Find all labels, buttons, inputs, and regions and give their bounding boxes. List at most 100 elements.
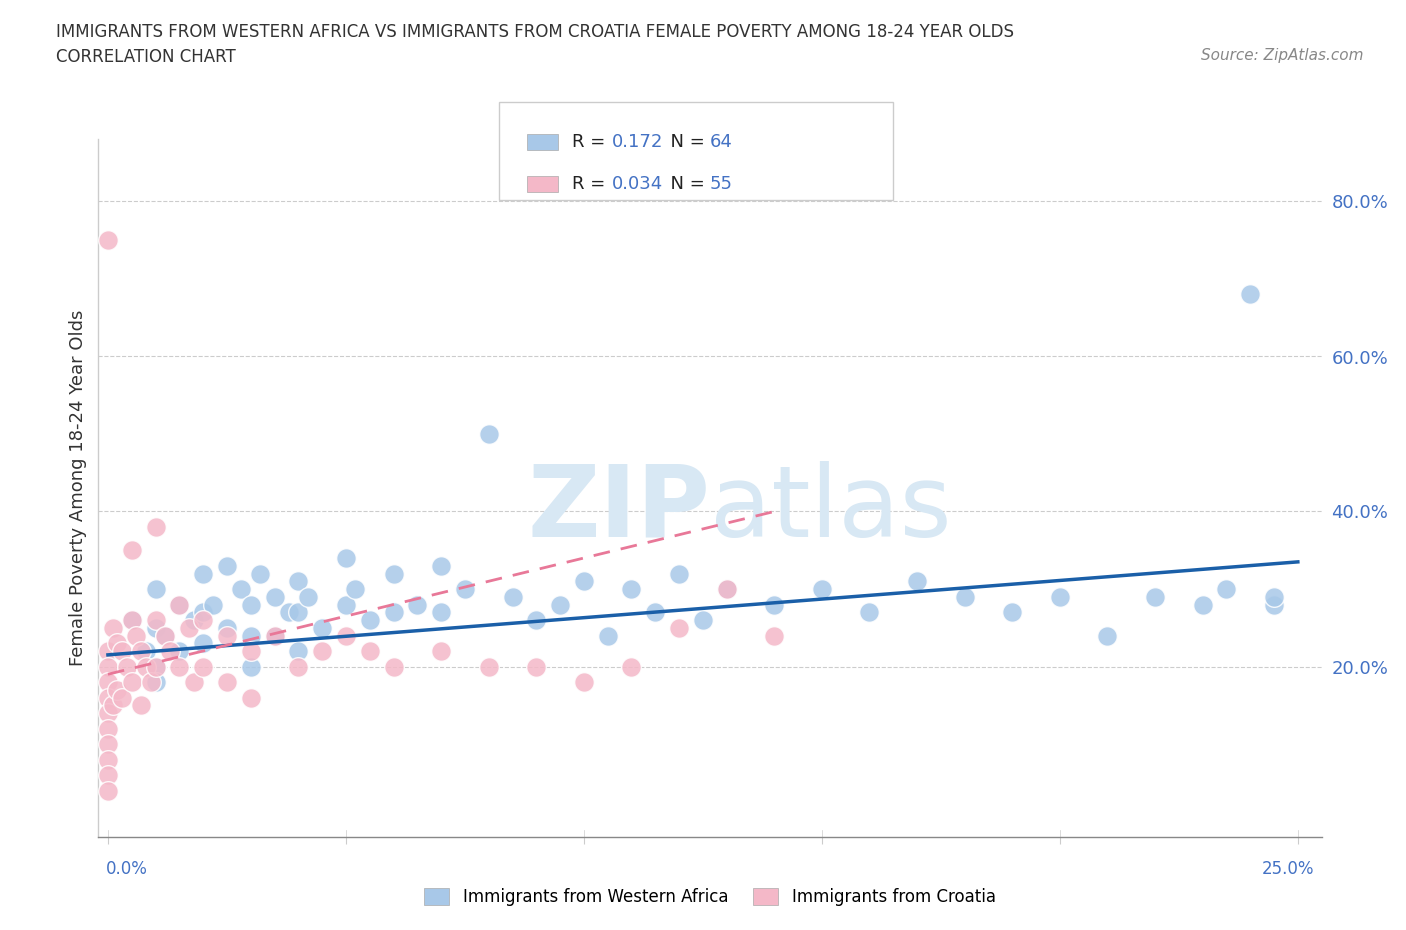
Point [359, 644, 381, 658]
Point [191, 636, 214, 651]
Point [97, 690, 120, 705]
Point [145, 659, 167, 674]
Point [201, 597, 224, 612]
Point [145, 674, 167, 689]
Point [905, 574, 928, 589]
Point [101, 698, 124, 712]
Point [145, 581, 167, 596]
Text: CORRELATION CHART: CORRELATION CHART [56, 48, 236, 66]
Point [858, 604, 880, 619]
Point [129, 644, 152, 658]
Point [263, 590, 285, 604]
Point [1144, 590, 1167, 604]
Text: R =: R = [572, 175, 612, 193]
Text: 55: 55 [710, 175, 733, 193]
Point [811, 581, 834, 596]
Point [1239, 287, 1261, 302]
Point [97, 232, 120, 247]
Point [430, 644, 453, 658]
Point [121, 613, 143, 628]
Point [620, 659, 643, 674]
Point [111, 644, 134, 658]
Point [763, 597, 786, 612]
Point [763, 628, 786, 643]
Point [191, 659, 214, 674]
Text: 25.0%: 25.0% [1263, 860, 1315, 878]
Point [478, 427, 501, 442]
Text: 0.172: 0.172 [612, 133, 664, 152]
Point [572, 574, 595, 589]
Point [1191, 597, 1213, 612]
Point [97, 721, 120, 736]
Point [107, 636, 129, 651]
Point [335, 597, 357, 612]
Point [231, 581, 253, 596]
Point [311, 644, 333, 658]
Point [121, 674, 143, 689]
Point [277, 604, 299, 619]
Point [97, 674, 120, 689]
Text: 0.0%: 0.0% [105, 860, 148, 878]
Point [129, 698, 152, 712]
Point [382, 659, 405, 674]
Point [239, 644, 262, 658]
Point [716, 581, 738, 596]
Point [335, 628, 357, 643]
Point [169, 597, 191, 612]
Point [239, 659, 262, 674]
Point [139, 674, 162, 689]
Point [1049, 590, 1071, 604]
Y-axis label: Female Poverty Among 18-24 Year Olds: Female Poverty Among 18-24 Year Olds [69, 310, 87, 667]
Point [287, 604, 309, 619]
Point [97, 783, 120, 798]
Point [1097, 628, 1119, 643]
Point [1263, 590, 1285, 604]
Text: N =: N = [659, 175, 711, 193]
Point [430, 558, 453, 573]
Text: Source: ZipAtlas.com: Source: ZipAtlas.com [1201, 48, 1364, 63]
Point [169, 597, 191, 612]
Point [1001, 604, 1024, 619]
Point [311, 620, 333, 635]
Text: R =: R = [572, 133, 612, 152]
Point [548, 597, 571, 612]
Point [668, 566, 690, 581]
Text: atlas: atlas [710, 460, 952, 558]
Point [524, 659, 547, 674]
Point [359, 613, 381, 628]
Point [572, 674, 595, 689]
Point [344, 581, 367, 596]
Point [430, 604, 453, 619]
Point [135, 644, 157, 658]
Point [121, 613, 143, 628]
Point [1215, 581, 1237, 596]
Point [97, 706, 120, 721]
Point [263, 628, 285, 643]
Point [115, 659, 138, 674]
Point [145, 613, 167, 628]
Point [97, 737, 120, 751]
Point [644, 604, 666, 619]
Text: 0.034: 0.034 [612, 175, 662, 193]
Point [215, 558, 238, 573]
Point [596, 628, 619, 643]
Point [125, 628, 148, 643]
Point [239, 690, 262, 705]
Point [183, 674, 205, 689]
Point [101, 620, 124, 635]
Point [382, 566, 405, 581]
Point [169, 644, 191, 658]
Point [454, 581, 477, 596]
Point [335, 551, 357, 565]
Point [191, 613, 214, 628]
Point [502, 590, 524, 604]
Point [716, 581, 738, 596]
Point [145, 620, 167, 635]
Point [97, 752, 120, 767]
Point [177, 620, 200, 635]
Point [1263, 597, 1285, 612]
Point [287, 574, 309, 589]
Text: N =: N = [659, 133, 711, 152]
Point [478, 659, 501, 674]
Point [145, 659, 167, 674]
